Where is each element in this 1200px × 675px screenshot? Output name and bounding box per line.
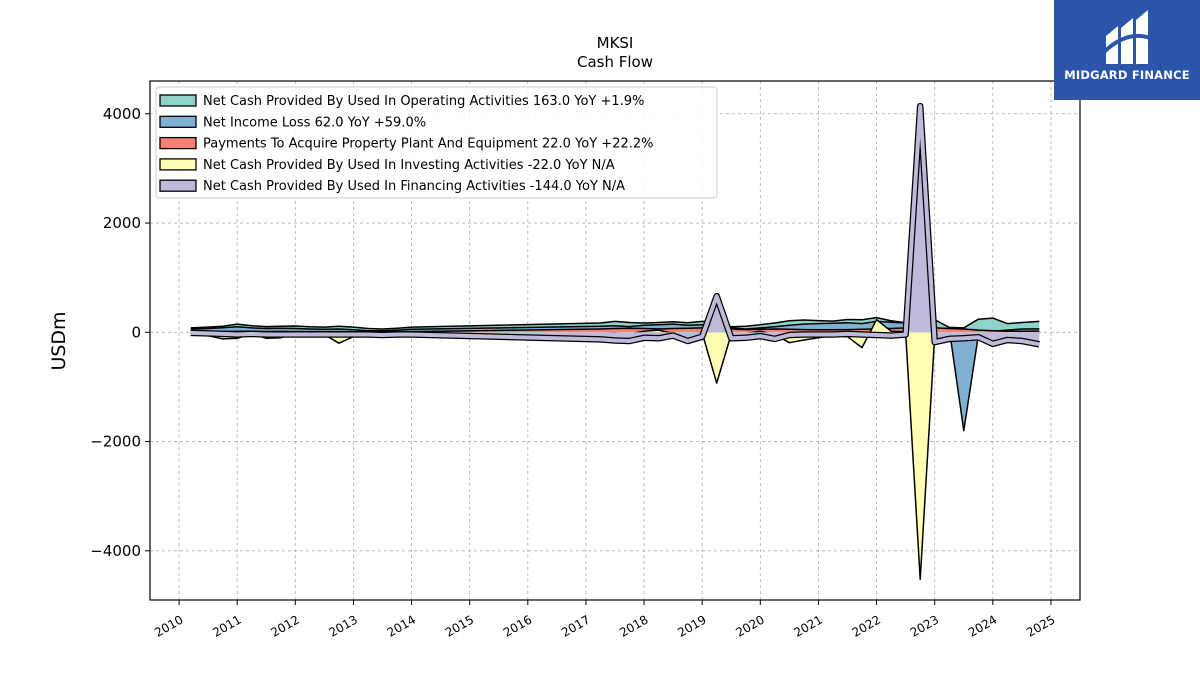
legend: Net Cash Provided By Used In Operating A… — [155, 86, 718, 199]
y-axis-label: USDm — [48, 311, 70, 370]
x-tick-label: 2025 — [1024, 612, 1057, 639]
x-axis-ticks: 2010 2011 2012 2013 2014 2015 2016 2017 2018 2019… — [152, 600, 1057, 640]
x-tick-label: 2021 — [791, 612, 824, 639]
x-tick-label: 2016 — [501, 612, 534, 639]
plot-frame — [149, 80, 1081, 601]
legend-entry: Net Cash Provided By Used In Financing A… — [203, 179, 625, 194]
series-3-area — [190, 327, 1040, 333]
logo-mark-icon — [1102, 10, 1151, 64]
x-tick-label: 2012 — [268, 612, 301, 639]
legend-swatch — [159, 94, 197, 107]
y-tick-label: 4000 — [103, 105, 141, 123]
x-tick-label: 2013 — [326, 612, 359, 639]
y-tick-label: −4000 — [90, 542, 141, 560]
chart-subtitle: Cash Flow — [577, 53, 653, 71]
legend-entry: Net Income Loss 62.0 YoY +59.0% — [203, 115, 426, 130]
x-tick-label: 2017 — [559, 612, 592, 639]
legend-swatch — [159, 136, 197, 150]
plot-areas — [190, 102, 1040, 580]
brand-logo: MIDGARD FINANCE — [1054, 0, 1200, 100]
brand-name: MIDGARD FINANCE — [1064, 68, 1190, 82]
x-tick-label: 2015 — [443, 612, 476, 639]
x-tick-label: 2023 — [908, 612, 941, 639]
x-tick-label: 2010 — [152, 612, 185, 639]
y-tick-label: 2000 — [103, 214, 141, 232]
legend-swatch — [159, 115, 197, 128]
legend-swatch — [159, 179, 197, 192]
legend-entry: Payments To Acquire Property Plant And E… — [203, 137, 654, 152]
x-tick-label: 2024 — [966, 612, 999, 639]
legend-entry: Net Cash Provided By Used In Investing A… — [203, 158, 615, 173]
legend-box — [155, 86, 718, 199]
y-axis-ticks: −4000 −2000 0 2000 4000 — [90, 105, 150, 560]
y-tick-label: 0 — [131, 323, 141, 341]
x-tick-label: 2022 — [850, 612, 883, 639]
y-tick-label: −2000 — [90, 433, 141, 451]
legend-entry: Net Cash Provided By Used In Operating A… — [203, 94, 644, 109]
x-tick-label: 2014 — [385, 612, 418, 639]
chart-title: MKSI — [597, 34, 634, 52]
x-tick-label: 2011 — [210, 612, 243, 639]
x-tick-label: 2020 — [733, 612, 766, 639]
series-5-line — [190, 104, 1040, 347]
x-tick-label: 2018 — [617, 612, 650, 639]
x-tick-label: 2019 — [675, 612, 708, 639]
legend-swatch — [159, 158, 197, 171]
